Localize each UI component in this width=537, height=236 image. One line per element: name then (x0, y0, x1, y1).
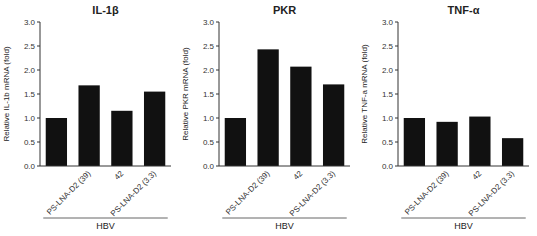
annotation-bracket (222, 218, 346, 219)
panel: IL-1β 0.0 0.5 1.0 1.5 2.0 2.5 3.0 Relative IL-1b… (2, 4, 171, 231)
y-tick-label: 1.5 (203, 90, 215, 99)
bars (404, 117, 524, 166)
x-axis (219, 166, 350, 167)
y-tick-label: 0.5 (203, 138, 215, 147)
title: TNF-α (448, 4, 480, 16)
annotation: HBV (275, 221, 294, 231)
y-tick-label: 0.5 (382, 138, 394, 147)
y-tick-label: 1.0 (203, 114, 215, 123)
y-tick-label: 0.5 (24, 138, 36, 147)
y-tick-label: 1.0 (382, 114, 394, 123)
bar (502, 138, 523, 166)
y-axis-label: Relative PKR mRNA (fold) (181, 47, 190, 141)
y-tick-label: 2.5 (24, 42, 36, 51)
y-axis (219, 22, 220, 166)
title: PKR (273, 4, 296, 16)
bar (290, 67, 311, 166)
x-axis (398, 166, 529, 167)
panel: PKR 0.0 0.5 1.0 1.5 2.0 2.5 3.0 Relative PKR mRN… (181, 4, 350, 231)
y-tick-label: 1.5 (24, 90, 36, 99)
x-tick-label: PS-LNA-D2 (39) (403, 169, 451, 217)
bars (46, 85, 166, 166)
y-axis (398, 22, 399, 166)
x-tick-label: PS-LNA-D2 (3.3) (288, 169, 337, 218)
annotation: HBV (96, 221, 115, 231)
panel: TNF-α 0.0 0.5 1.0 1.5 2.0 2.5 3.0 Relative TNF-a… (360, 4, 529, 231)
x-tick-label: PS-LNA-D2 (3.3) (109, 169, 158, 218)
y-tick-label: 0.0 (203, 162, 215, 171)
x-tick-label: PS-LNA-D2 (39) (224, 169, 272, 217)
x-tick-label: PS-LNA-D2 (39) (45, 169, 93, 217)
y-tick-label: 2.0 (203, 66, 215, 75)
bar (225, 118, 246, 166)
y-tick-label: 3.0 (382, 18, 394, 27)
y-tick-label: 0.0 (24, 162, 36, 171)
y-axis (40, 22, 41, 166)
y-tick-label: 0.0 (382, 162, 394, 171)
x-tick-label: 42 (292, 169, 305, 182)
y-tick-label: 3.0 (203, 18, 215, 27)
bar (144, 92, 165, 166)
annotation-bracket (401, 218, 525, 219)
bar (436, 122, 457, 166)
y-axis-label: Relative TNF-a mRNA (fold) (360, 44, 369, 144)
x-tick-label: 42 (113, 169, 126, 182)
y-tick-label: 2.5 (382, 42, 394, 51)
x-tick-label: PS-LNA-D2 (3.3) (467, 169, 516, 218)
y-tick-label: 1.5 (382, 90, 394, 99)
annotation-bracket (43, 218, 167, 219)
bar (111, 111, 132, 166)
bars (225, 49, 345, 166)
y-tick-label: 1.0 (24, 114, 36, 123)
bar (469, 117, 490, 166)
y-axis-label: Relative IL-1b mRNA (fold) (2, 46, 11, 141)
x-tick-label: 42 (471, 169, 484, 182)
y-tick-label: 3.0 (24, 18, 36, 27)
bar (323, 84, 344, 166)
annotation: HBV (454, 221, 473, 231)
bar (404, 118, 425, 166)
y-tick-label: 2.0 (24, 66, 36, 75)
bar (78, 85, 99, 166)
title: IL-1β (92, 4, 119, 16)
bar (257, 49, 278, 166)
y-tick-label: 2.0 (382, 66, 394, 75)
figure: IL-1β 0.0 0.5 1.0 1.5 2.0 2.5 3.0 Relative IL-1b… (0, 0, 537, 236)
y-tick-label: 2.5 (203, 42, 215, 51)
bar (46, 118, 67, 166)
x-axis (40, 166, 171, 167)
